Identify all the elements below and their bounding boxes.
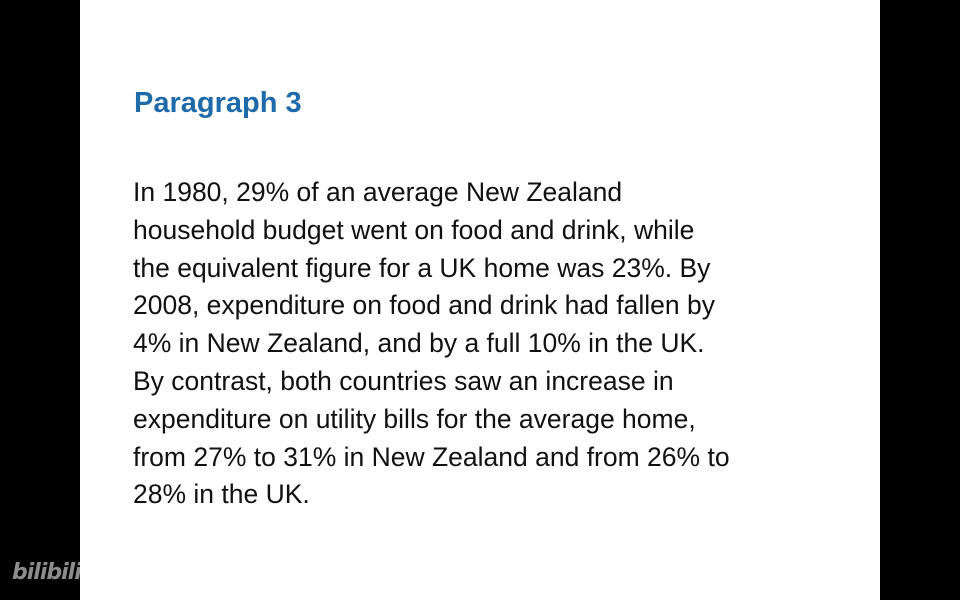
paragraph-line: 2008, expenditure on food and drink had … bbox=[133, 290, 715, 321]
paragraph-line: from 27% to 31% in New Zealand and from … bbox=[133, 441, 730, 472]
paragraph-line: the equivalent figure for a UK home was … bbox=[133, 252, 711, 283]
paragraph-body: In 1980, 29% of an average New Zealand h… bbox=[133, 174, 873, 514]
slide-page: Paragraph 3 In 1980, 29% of an average N… bbox=[80, 0, 880, 600]
paragraph-line: 28% in the UK. bbox=[133, 479, 310, 510]
paragraph-line: 4% in New Zealand, and by a full 10% in … bbox=[133, 328, 705, 359]
paragraph-line: In 1980, 29% of an average New Zealand bbox=[133, 177, 623, 207]
paragraph-line: household budget went on food and drink,… bbox=[133, 214, 695, 245]
paragraph-line: By contrast, both countries saw an incre… bbox=[133, 365, 674, 396]
bilibili-watermark: bilibili bbox=[12, 560, 82, 585]
paragraph-line: expenditure on utility bills for the ave… bbox=[133, 403, 696, 434]
paragraph-heading: Paragraph 3 bbox=[134, 87, 302, 119]
